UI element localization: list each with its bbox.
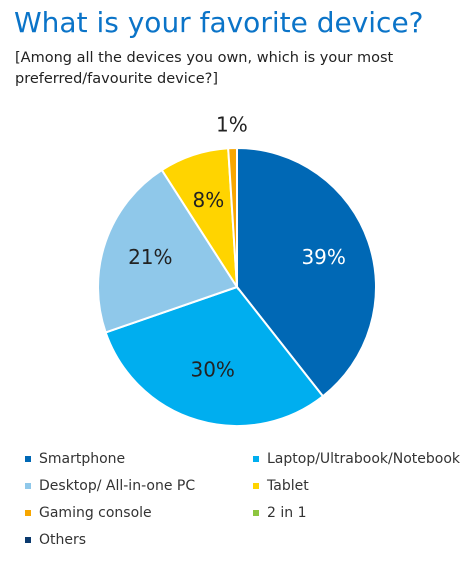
chart-title: What is your favorite device? xyxy=(14,6,424,39)
data-label-laptop: 30% xyxy=(190,358,234,382)
pie-slice-laptop xyxy=(104,285,325,427)
pie-slice-desktop xyxy=(97,168,239,334)
data-label-tablet: 8% xyxy=(193,188,225,212)
data-label-gaming-console: 1% xyxy=(216,112,248,136)
pie-slice-gaming-console xyxy=(227,146,238,288)
data-label-desktop: 21% xyxy=(128,245,172,269)
pie-slice-smartphone xyxy=(236,146,377,398)
chart-subtitle: [Among all the devices you own, which is… xyxy=(15,50,394,87)
data-label-smartphone: 39% xyxy=(301,245,345,269)
